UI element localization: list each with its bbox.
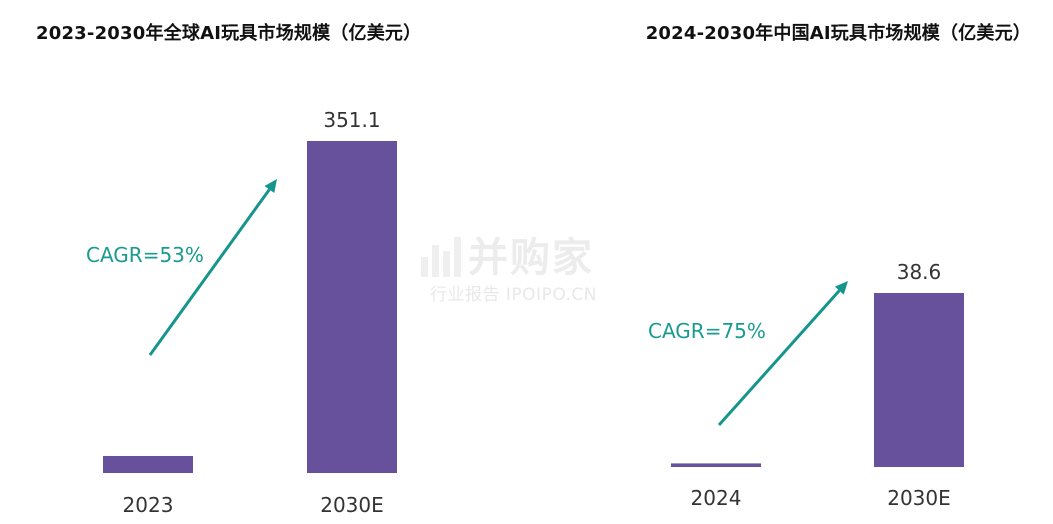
china-cagr-arrow — [717, 289, 841, 427]
global-cagr-annotation: CAGR=53% — [86, 243, 204, 267]
china-category-label-2030E: 2030E — [887, 486, 951, 510]
china-cagr-annotation: CAGR=75% — [648, 319, 766, 343]
china-chart-plot: 2024 38.6 2030E CAGR=75% — [648, 260, 964, 510]
global-cagr-arrow — [148, 188, 271, 356]
china-bar-2030E — [874, 293, 964, 467]
china-chart-title: 2024-2030年中国AI玩具市场规模（亿美元） — [645, 23, 1031, 44]
global-category-label-2030E: 2030E — [320, 493, 384, 517]
china-market-chart-panel: 2024-2030年中国AI玩具市场规模（亿美元） 2024 38.6 2030E C… — [526, 0, 1053, 524]
global-market-chart-panel: 2023-2030年全球AI玩具市场规模（亿美元） 2023 351.1 2030E… — [0, 0, 526, 524]
global-cagr-arrowhead-icon — [264, 179, 277, 194]
global-bar-2030E — [307, 141, 397, 473]
china-cagr-arrowhead-icon — [834, 281, 848, 295]
global-category-label-2023: 2023 — [123, 493, 174, 517]
china-data-label-2030E: 38.6 — [897, 260, 942, 284]
global-bar-2023 — [103, 455, 193, 473]
global-chart-plot: 2023 351.1 2030E CAGR=53% — [86, 108, 397, 517]
china-category-label-2024: 2024 — [691, 486, 742, 510]
china-bar-2024 — [671, 463, 761, 467]
global-chart-title: 2023-2030年全球AI玩具市场规模（亿美元） — [36, 23, 422, 44]
global-data-label-2030E: 351.1 — [323, 108, 380, 132]
